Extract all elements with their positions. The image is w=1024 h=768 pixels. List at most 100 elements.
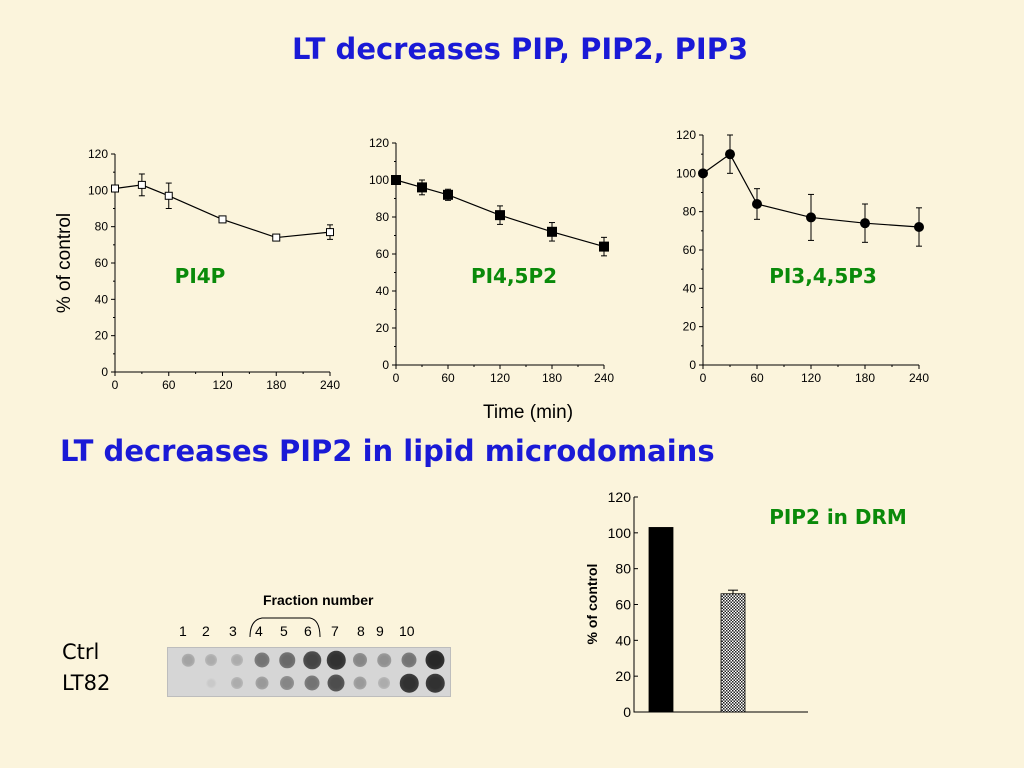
fraction-number: 7 xyxy=(331,623,339,639)
x-tick-label: 180 xyxy=(266,378,286,392)
y-tick-label: 120 xyxy=(88,147,108,161)
data-point xyxy=(417,182,427,193)
bar-y-tick-label: 40 xyxy=(615,632,631,648)
blot-row-label-ctrl: Ctrl xyxy=(62,640,100,664)
blot-dot xyxy=(425,673,445,693)
blot-row-label-lt82: LT82 xyxy=(62,671,111,695)
y-tick-label: 100 xyxy=(369,173,389,187)
fraction-number: 8 xyxy=(357,623,365,639)
x-tick-label: 180 xyxy=(542,371,562,385)
x-tick-label: 240 xyxy=(909,371,929,385)
x-tick-label: 240 xyxy=(320,378,340,392)
data-point xyxy=(218,215,227,224)
blot-dot xyxy=(304,675,320,691)
data-point xyxy=(698,168,708,179)
slide-title: LT decreases PIP, PIP2, PIP3 xyxy=(292,32,749,66)
y-tick-label: 40 xyxy=(95,292,109,306)
fraction-number: 6 xyxy=(304,623,312,639)
fraction-number-title: Fraction number xyxy=(263,592,374,608)
bar-y-tick-label: 80 xyxy=(615,561,631,577)
blot-dot xyxy=(327,674,345,692)
y-tick-label: 40 xyxy=(683,281,697,295)
fraction-number: 9 xyxy=(376,623,384,639)
blot-dot xyxy=(378,677,390,689)
data-point xyxy=(914,222,924,232)
y-tick-label: 60 xyxy=(95,256,109,270)
bar-lt82 xyxy=(720,593,746,713)
x-tick-label: 0 xyxy=(700,371,707,385)
blot-dot xyxy=(181,653,195,667)
bar-y-tick-label: 0 xyxy=(623,704,631,720)
y-tick-label: 20 xyxy=(95,329,109,343)
data-point xyxy=(443,189,453,200)
fraction-number: 10 xyxy=(399,623,415,639)
fraction-number: 1 xyxy=(179,623,187,639)
x-tick-label: 120 xyxy=(490,371,510,385)
blot-dot xyxy=(425,650,445,670)
data-point xyxy=(599,241,609,252)
y-tick-label: 100 xyxy=(676,166,696,180)
y-tick-label: 0 xyxy=(101,365,108,379)
y-axis-label: % of control xyxy=(54,213,75,313)
bar-y-tick-label: 100 xyxy=(608,525,632,541)
x-tick-label: 60 xyxy=(750,371,764,385)
bar-y-tick-label: 60 xyxy=(615,597,631,613)
data-point xyxy=(495,210,505,221)
y-tick-label: 0 xyxy=(382,358,389,372)
x-tick-label: 180 xyxy=(855,371,875,385)
series-line xyxy=(702,153,920,228)
bar-ctrl xyxy=(648,527,674,713)
blot-dot xyxy=(303,651,321,669)
y-tick-label: 100 xyxy=(88,183,108,197)
bar-y-tick-label: 120 xyxy=(608,489,632,505)
y-tick-label: 40 xyxy=(376,284,390,298)
chart-label: PI3,4,5P3 xyxy=(769,264,877,288)
data-point xyxy=(752,199,762,209)
data-point xyxy=(111,184,119,193)
line-chart-3: 0 20 40 60 80 100 120 0 60 120 180 240 PI3,4,5P3 xyxy=(676,128,929,385)
x-tick-label: 60 xyxy=(441,371,455,385)
chart-label: PI4P xyxy=(175,264,226,288)
data-point xyxy=(326,228,334,237)
data-point xyxy=(860,218,870,229)
fraction-number: 4 xyxy=(255,623,263,639)
blot-dot xyxy=(399,673,419,693)
chart-label: PI4,5P2 xyxy=(471,264,557,288)
bar-chart-label: PIP2 in DRM xyxy=(769,505,907,529)
blot-dot xyxy=(205,677,217,689)
blot-dot xyxy=(231,677,243,689)
blot-dot xyxy=(353,676,367,690)
blot-dot xyxy=(255,676,269,690)
blot-dot xyxy=(279,652,295,668)
blot-dot xyxy=(377,653,391,667)
data-point xyxy=(272,233,281,242)
line-chart-2: 0 20 40 60 80 100 120 0 60 120 180 240 PI4,5P2 Time (… xyxy=(369,136,614,423)
x-axis-label: Time (min) xyxy=(483,402,573,423)
data-point xyxy=(391,175,401,185)
y-tick-label: 0 xyxy=(689,358,696,372)
data-point xyxy=(547,226,557,237)
x-tick-label: 0 xyxy=(112,378,119,392)
data-point xyxy=(164,191,173,200)
y-tick-label: 20 xyxy=(683,320,697,334)
blot-dot xyxy=(353,653,367,667)
y-tick-label: 120 xyxy=(676,128,696,142)
y-tick-label: 20 xyxy=(376,321,390,335)
y-tick-label: 80 xyxy=(683,205,697,219)
x-tick-label: 0 xyxy=(393,371,400,385)
bar-y-axis-label: % of control xyxy=(584,564,600,645)
y-tick-label: 60 xyxy=(376,247,390,261)
fraction-number: 5 xyxy=(280,623,288,639)
data-point xyxy=(806,212,816,223)
series-line xyxy=(114,184,331,239)
y-tick-label: 120 xyxy=(369,136,389,150)
y-tick-label: 80 xyxy=(95,220,109,234)
slide-subtitle: LT decreases PIP2 in lipid microdomains xyxy=(60,434,715,468)
x-tick-label: 120 xyxy=(801,371,821,385)
blot-dot xyxy=(280,676,294,690)
blot-dot xyxy=(401,652,417,668)
x-tick-label: 240 xyxy=(594,371,614,385)
